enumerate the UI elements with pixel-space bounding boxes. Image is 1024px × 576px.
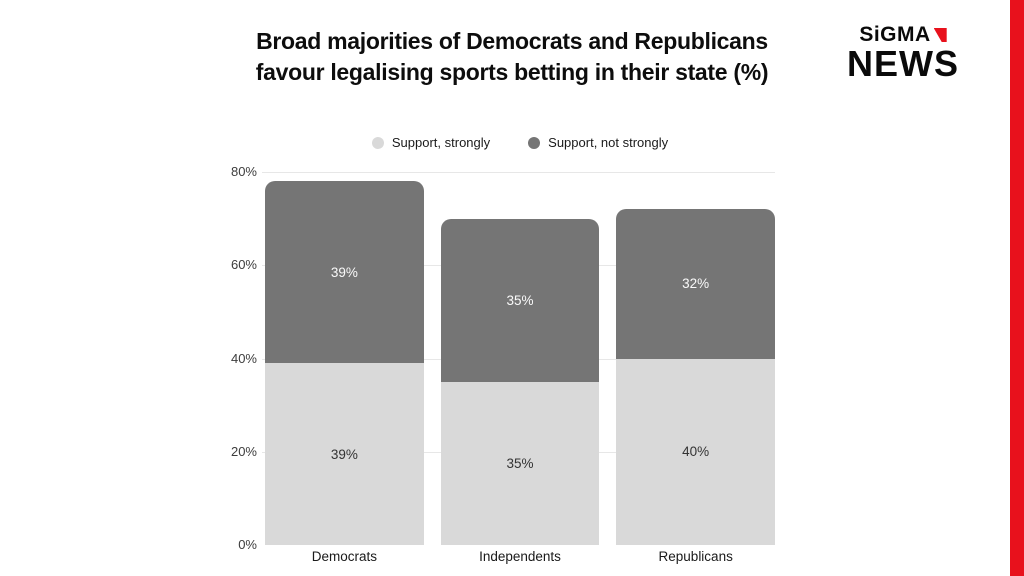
chart-title: Broad majorities of Democrats and Republ…	[162, 26, 862, 88]
legend-swatch-support-not-strongly	[528, 136, 541, 149]
chart-legend: Support, strongly Support, not strongly	[265, 135, 775, 150]
bar-value-label: 32%	[682, 276, 710, 292]
y-tick-label-60: 60%	[230, 257, 257, 273]
sigma-news-logo: SiGMA NEWS	[838, 24, 968, 82]
legend-label-support-strongly: Support, strongly	[391, 135, 491, 150]
bar-segment-independents-not-strongly: 35%	[440, 218, 600, 382]
chart-title-line-2: favour legalising sports betting in thei…	[255, 59, 769, 85]
plot-area: 39% 39% 35% 35% 32% 40%	[262, 172, 776, 545]
bar-segment-republicans-not-strongly: 32%	[616, 209, 776, 359]
chart-title-line-1: Broad majorities of Democrats and Republ…	[256, 28, 768, 54]
bar-value-label: 39%	[330, 446, 358, 462]
gridline-80	[262, 172, 775, 173]
logo-text-news: NEWS	[847, 43, 959, 84]
y-tick-label-20: 20%	[230, 443, 257, 459]
legend-item-support-not-strongly: Support, not strongly	[528, 135, 668, 150]
bar-value-label: 40%	[682, 444, 710, 460]
bar-value-label: 39%	[330, 264, 358, 280]
bar-republicans: 32% 40%	[616, 172, 776, 545]
right-accent-stripe	[1010, 0, 1024, 576]
bar-segment-democrats-strongly: 39%	[265, 363, 424, 545]
y-axis-ticks: 0% 20% 40% 60% 80%	[213, 164, 257, 552]
bar-segment-democrats-not-strongly: 39%	[265, 181, 424, 364]
x-axis-label-independents: Independents	[479, 549, 561, 564]
bar-value-label: 35%	[506, 455, 534, 471]
x-axis-label-democrats: Democrats	[311, 549, 377, 564]
y-tick-label-40: 40%	[230, 350, 257, 366]
bars-container: 39% 39% 35% 35% 32% 40%	[265, 172, 776, 545]
bar-value-label: 35%	[506, 292, 534, 308]
logo-flag-icon	[933, 28, 947, 42]
bar-democrats: 39% 39%	[265, 172, 424, 545]
bar-segment-republicans-strongly: 40%	[616, 358, 776, 545]
x-axis-label-republicans: Republicans	[658, 549, 733, 564]
legend-item-support-strongly: Support, strongly	[371, 135, 491, 150]
legend-label-support-not-strongly: Support, not strongly	[548, 135, 669, 150]
y-tick-label-0: 0%	[238, 537, 257, 552]
logo-wordmark-top: SiGMA	[838, 24, 968, 46]
legend-swatch-support-strongly	[371, 136, 384, 149]
y-tick-label-80: 80%	[230, 164, 257, 179]
logo-text-sigma: SiGMA	[859, 23, 931, 46]
x-axis-labels: Democrats Independents Republicans	[265, 549, 775, 564]
bar-segment-independents-strongly: 35%	[440, 381, 600, 545]
bar-independents: 35% 35%	[440, 172, 600, 545]
